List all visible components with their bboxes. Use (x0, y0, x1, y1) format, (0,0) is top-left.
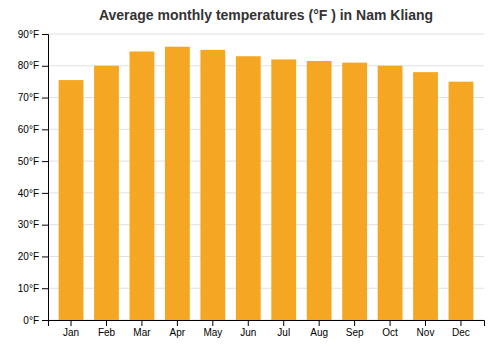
tick-label: Feb (98, 327, 116, 338)
axis-line (42, 35, 49, 321)
tick: 70°F (18, 92, 48, 103)
y-axis: 0°F 10°F 20°F 30°F 40°F 50°F 60°F 70°F 80°F 90°F (18, 29, 49, 326)
plot: 0°F 10°F 20°F 30°F 40°F 50°F 60°F 70°F 80°F 90°F J… (18, 29, 485, 338)
tick-mark (42, 34, 48, 35)
tick-mark (42, 320, 48, 321)
tick-label: Mar (133, 327, 151, 338)
tick: 10°F (18, 283, 48, 294)
tick-label: Nov (417, 327, 435, 338)
tick: Apr (170, 320, 186, 338)
tick-label: 70°F (18, 92, 39, 103)
tick-mark (283, 320, 284, 326)
bar (413, 72, 438, 320)
tick: 90°F (18, 29, 48, 40)
bars (59, 47, 474, 320)
tick-label: 40°F (18, 188, 39, 199)
tick-mark (42, 161, 48, 162)
tick: Jun (240, 320, 256, 338)
bar (130, 51, 155, 320)
tick: Dec (452, 320, 470, 338)
bar (378, 66, 403, 320)
tick-label: 60°F (18, 124, 39, 135)
tick-label: Dec (452, 327, 470, 338)
tick-label: 30°F (18, 219, 39, 230)
axis-line (49, 321, 485, 327)
tick: Feb (98, 320, 116, 338)
tick-label: Jun (240, 327, 256, 338)
tick: 50°F (18, 156, 48, 167)
tick: 20°F (18, 251, 48, 262)
tick: Aug (310, 320, 328, 338)
tick-label: 10°F (18, 283, 39, 294)
tick-label: 50°F (18, 156, 39, 167)
grid (48, 34, 484, 320)
tick-label: 90°F (18, 29, 39, 40)
tick-mark (42, 98, 48, 99)
tick-mark (42, 256, 48, 257)
bar (94, 66, 119, 320)
tick-label: May (203, 327, 222, 338)
tick-mark (248, 320, 249, 326)
tick-mark (42, 129, 48, 130)
tick: Mar (133, 320, 151, 338)
tick: Oct (382, 320, 398, 338)
tick-label: Jul (277, 327, 290, 338)
tick: 40°F (18, 188, 48, 199)
tick-mark (319, 320, 320, 326)
tick-label: 80°F (18, 60, 39, 71)
tick: Sep (346, 320, 364, 338)
tick-mark (71, 320, 72, 326)
tick-mark (390, 320, 391, 326)
tick-mark (425, 320, 426, 326)
tick: Jul (277, 320, 290, 338)
tick-label: Aug (310, 327, 328, 338)
tick-label: Jan (63, 327, 79, 338)
tick-mark (177, 320, 178, 326)
tick: May (203, 320, 222, 338)
x-axis: Jan Feb Mar Apr May Jun Jul Aug Sep Oct Nov Dec (49, 320, 485, 338)
tick-label: Apr (170, 327, 186, 338)
bar (342, 63, 367, 320)
tick-mark (212, 320, 213, 326)
tick: Nov (417, 320, 435, 338)
tick-mark (42, 288, 48, 289)
tick-mark (460, 320, 461, 326)
tick: 0°F (23, 315, 48, 326)
tick: 60°F (18, 124, 48, 135)
tick: Jan (63, 320, 79, 338)
tick-label: 0°F (23, 315, 39, 326)
tick: 30°F (18, 219, 48, 230)
tick-mark (354, 320, 355, 326)
title: Average monthly temperatures (°F ) in Na… (99, 7, 433, 23)
tick-mark (42, 225, 48, 226)
tick-label: Sep (346, 327, 364, 338)
tick-mark (141, 320, 142, 326)
tick-label: 20°F (18, 251, 39, 262)
bar (59, 80, 84, 320)
tick-mark (42, 193, 48, 194)
tick-label: Oct (382, 327, 398, 338)
chart: 0°F 10°F 20°F 30°F 40°F 50°F 60°F 70°F 80°F 90°F J… (0, 0, 500, 350)
bar (200, 50, 225, 320)
tick-mark (106, 320, 107, 326)
tick-mark (42, 66, 48, 67)
bar (236, 56, 261, 320)
tick: 80°F (18, 60, 48, 71)
bar (449, 82, 474, 320)
bar (307, 61, 332, 320)
grid-line (48, 34, 484, 35)
bar (271, 59, 296, 320)
bar (165, 47, 190, 320)
